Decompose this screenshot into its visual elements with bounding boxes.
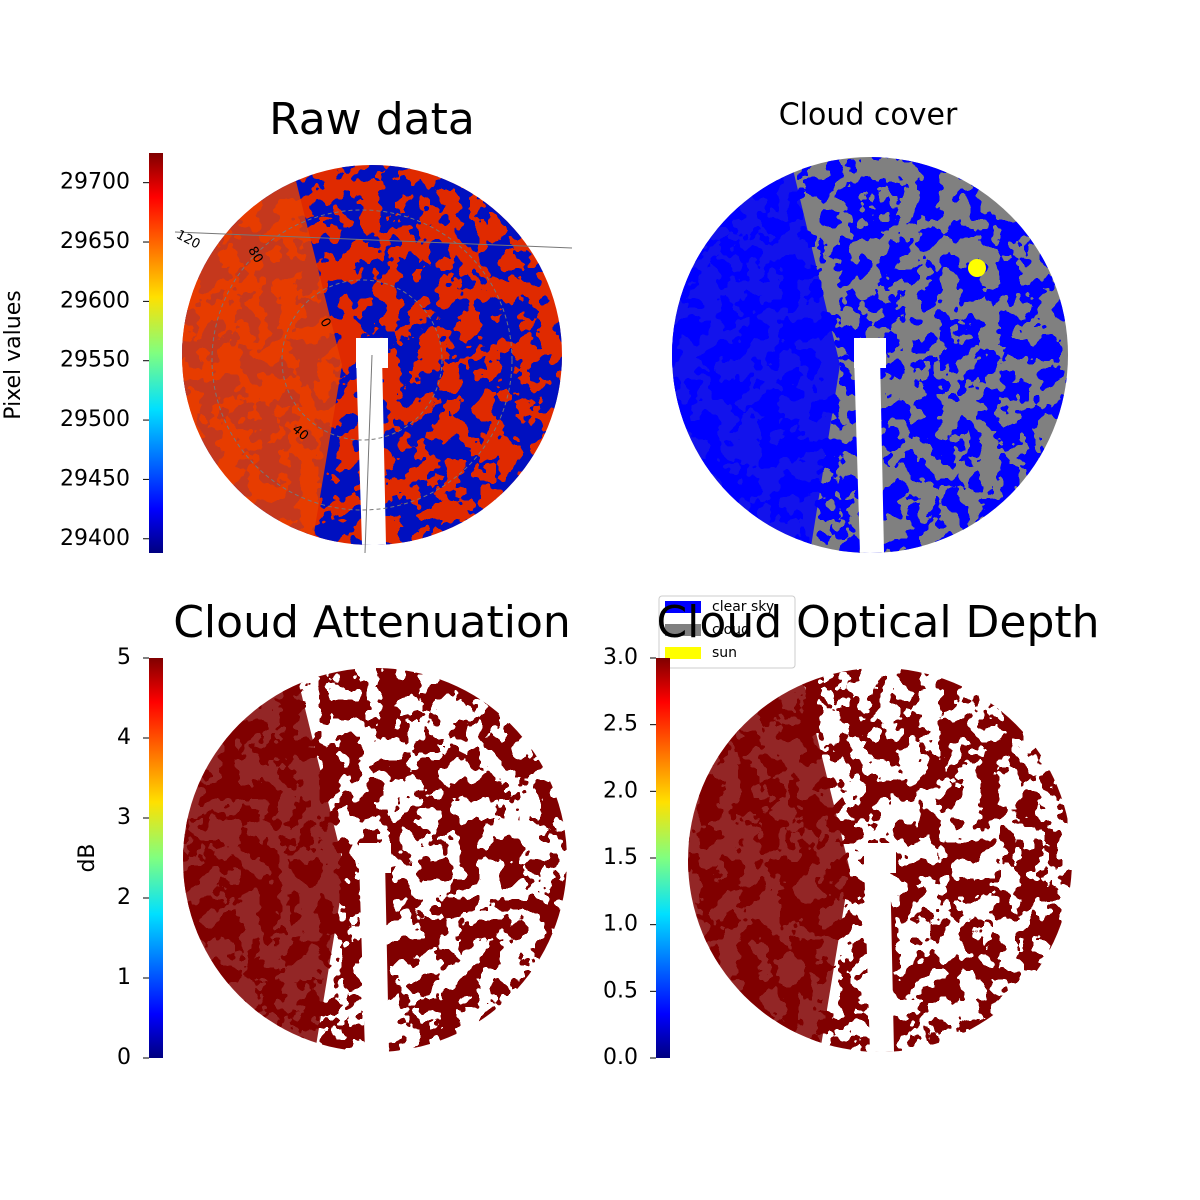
panel-title: Cloud cover: [779, 98, 958, 133]
legend-swatch: [665, 624, 701, 636]
polar-ring: [281, 279, 443, 441]
sky-image: [672, 157, 1068, 553]
colorbar: [149, 153, 163, 553]
colorbar-tick-label: 29400: [60, 526, 130, 551]
colorbar-tick-label: 0: [117, 1045, 131, 1070]
mask-square: [854, 338, 886, 368]
colorbar-tick-label: 0.0: [603, 1045, 638, 1070]
colorbar-tick-label: 0.5: [603, 978, 638, 1003]
legend-label: cloud: [712, 622, 750, 638]
polar-ring: [211, 209, 513, 511]
colorbar-tick-label: 3: [117, 805, 131, 830]
polar-axis: [174, 231, 573, 249]
polar-label: 80: [244, 244, 265, 266]
mask-square: [359, 843, 391, 873]
mask-wedge: [356, 355, 386, 545]
polar-label: 120: [174, 228, 203, 253]
colorbar-tick-label: 1.5: [603, 845, 638, 870]
legend-swatch: [665, 601, 701, 613]
colorbar-tick-label: 29450: [60, 466, 130, 491]
mask-square: [864, 843, 896, 873]
colorbar-tick-label: 3.0: [603, 645, 638, 670]
image-region: [182, 165, 342, 545]
colorbar: [656, 658, 670, 1058]
legend-swatch: [665, 647, 701, 659]
colorbar-tick-label: 2: [117, 885, 131, 910]
panel-title: Cloud Optical Depth: [656, 597, 1099, 648]
mask-wedge: [359, 860, 389, 1052]
polar-axis: [364, 354, 373, 554]
colorbar-tick-label: 29650: [60, 229, 130, 254]
colorbar-tick-label: 1: [117, 965, 131, 990]
colorbar-tick-label: 1.0: [603, 912, 638, 937]
sun-marker: [968, 259, 986, 277]
colorbar-label: dB: [75, 843, 100, 872]
panel-title: Raw data: [269, 94, 475, 145]
colorbar-tick-label: 2.5: [603, 712, 638, 737]
sky-image: [183, 668, 567, 1052]
colorbar: [149, 658, 163, 1058]
image-region: [672, 157, 840, 553]
colorbar-tick-label: 29700: [60, 170, 130, 195]
image-region: [688, 668, 850, 1052]
image-region: [183, 668, 345, 1052]
colorbar-tick-label: 4: [117, 725, 131, 750]
legend-label: sun: [712, 645, 737, 661]
colorbar-tick-label: 29500: [60, 407, 130, 432]
colorbar-tick-label: 5: [117, 645, 131, 670]
panel-title: Cloud Attenuation: [173, 597, 571, 648]
colorbar-tick-label: 29550: [60, 348, 130, 373]
panels: Raw data 29400 29450 29500 29550 29600 29650 29…: [1, 94, 1100, 1070]
sky-image: [688, 668, 1072, 1052]
legend: clear sky cloud sun: [658, 595, 796, 669]
mask-wedge: [854, 355, 884, 553]
mask-wedge: [864, 860, 894, 1052]
colorbar-tick-label: 29600: [60, 288, 130, 313]
legend-label: clear sky: [712, 599, 774, 615]
colorbar-label: Pixel values: [1, 290, 26, 419]
colorbar-tick-label: 2.0: [603, 778, 638, 803]
